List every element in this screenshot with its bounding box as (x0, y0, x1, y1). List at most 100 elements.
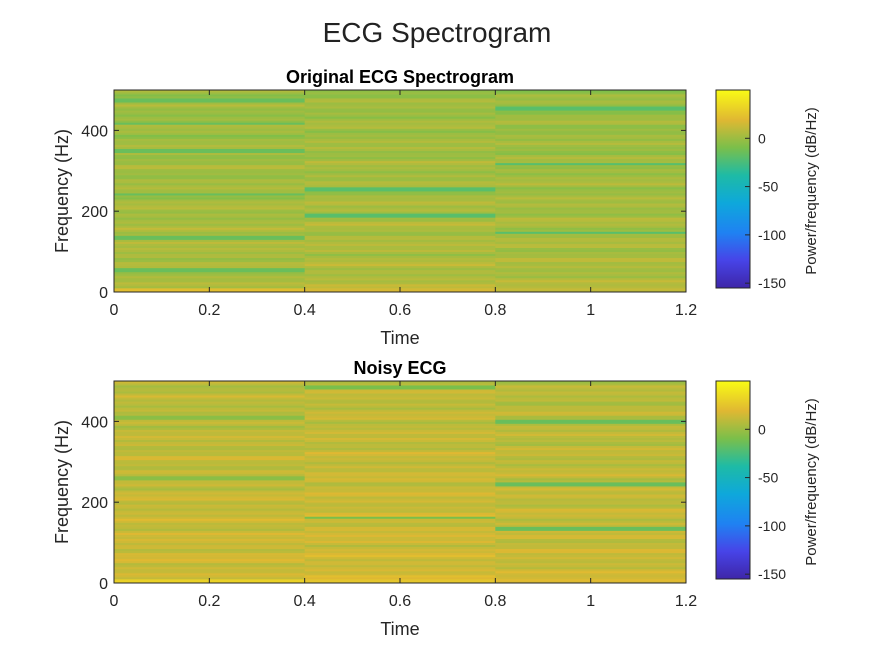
spectrogram-cell (114, 205, 306, 208)
x-tick-label: 1 (586, 593, 595, 610)
spectrogram-cell (495, 534, 687, 537)
spectrogram-cell (495, 219, 687, 222)
spectrogram-cell (114, 469, 306, 473)
spectrogram-cell (304, 257, 496, 261)
spectrogram-cell (304, 162, 496, 166)
spectrogram-cell (304, 275, 496, 279)
spectrogram-cell (304, 164, 496, 168)
spectrogram-cell (114, 229, 306, 232)
spectrogram-cell (495, 197, 687, 200)
y-tick-label: 0 (99, 576, 108, 593)
spectrogram-cell (114, 423, 306, 426)
spectrogram-cell (114, 492, 306, 495)
spectrogram-cell (304, 411, 496, 414)
spectrogram-cell (495, 178, 687, 182)
spectrogram-cell (304, 114, 496, 117)
spectrogram-cell (114, 176, 306, 180)
spectrogram-cell (495, 182, 687, 186)
spectrogram-cell (304, 122, 496, 125)
spectrogram-cell (304, 439, 496, 442)
colorbar-gradient (715, 89, 751, 289)
spectrogram-cell (304, 526, 496, 529)
spectrogram-cell (495, 397, 687, 400)
spectrogram-cell (304, 532, 496, 535)
spectrogram-cell (304, 427, 496, 430)
spectrogram-cell (114, 211, 306, 214)
spectrogram-cell (495, 548, 687, 552)
colorbar-tick-label: 0 (758, 421, 766, 437)
spectrogram-cell (114, 526, 306, 529)
spectrogram-cell (304, 150, 496, 154)
spectrogram-cell (304, 209, 496, 212)
spectrogram-cell (495, 253, 687, 257)
spectrogram-cell (114, 391, 306, 394)
spectrogram-cell (304, 142, 496, 145)
spectrogram-cell (304, 417, 496, 420)
spectrogram-cell (495, 482, 687, 485)
spectrogram-cell (304, 215, 496, 218)
spectrogram-cell (114, 395, 306, 398)
axes-title: Noisy ECG (353, 358, 446, 378)
spectrogram-cell (495, 524, 687, 527)
spectrogram-cell (495, 385, 687, 388)
spectrogram-cell (495, 128, 687, 131)
spectrogram-cell (304, 259, 496, 263)
spectrogram-cell (114, 433, 306, 436)
spectrogram-cell (114, 255, 306, 259)
y-tick-label: 200 (81, 495, 108, 512)
spectrogram-cell (304, 253, 496, 257)
spectrogram-cell (495, 112, 687, 115)
spectrogram-cell (114, 201, 306, 204)
spectrogram-cell (114, 207, 306, 210)
spectrogram-cell (495, 479, 687, 483)
spectrogram-cell (304, 166, 496, 170)
spectrogram-cell (114, 463, 306, 467)
spectrogram-cell (114, 548, 306, 552)
spectrogram-cell (114, 182, 306, 186)
spectrogram-cell (495, 494, 687, 497)
spectrogram-cell (495, 96, 687, 99)
spectrogram-cell (304, 393, 496, 396)
y-axis-label: Frequency (Hz) (52, 420, 72, 544)
spectrogram-cell (114, 217, 306, 220)
spectrogram-cell (304, 186, 496, 190)
spectrogram-cell (304, 433, 496, 436)
spectrogram-cell (304, 572, 496, 576)
spectrogram-cell (304, 158, 496, 162)
spectrogram-cell (304, 522, 496, 525)
spectrogram-cell (495, 281, 687, 285)
spectrogram-cell (495, 122, 687, 125)
spectrogram-cell (495, 471, 687, 475)
spectrogram-cell (114, 233, 306, 236)
spectrogram-cell (114, 138, 306, 141)
spectrogram-cell (304, 233, 496, 236)
spectrogram-cell (495, 435, 687, 438)
spectrogram-cell (495, 387, 687, 390)
spectrogram-cell (304, 558, 496, 562)
spectrogram-cell (304, 453, 496, 457)
x-tick-label: 0.8 (484, 593, 506, 610)
spectrogram-cell (304, 174, 496, 178)
x-tick-label: 1.2 (675, 593, 697, 610)
colorbar: 0 -50 -100 -150 Power/frequency (dB/Hz) (715, 89, 820, 291)
spectrogram-cell (495, 249, 687, 252)
colorbar-tick-label: -100 (758, 227, 786, 243)
spectrogram-cell (495, 425, 687, 428)
y-tick-label: 200 (81, 204, 108, 221)
spectrogram-cell (304, 225, 496, 228)
spectrogram-cell (495, 389, 687, 392)
spectrogram-cell (304, 199, 496, 202)
spectrogram-cell (114, 279, 306, 283)
spectrogram-cell (304, 449, 496, 453)
spectrogram-cell (304, 277, 496, 281)
spectrogram-cell (114, 140, 306, 143)
spectrogram-cell (114, 114, 306, 117)
spectrogram-cell (495, 542, 687, 546)
spectrogram-cell (495, 239, 687, 242)
spectrogram-cell (495, 401, 687, 404)
spectrogram-cell (495, 201, 687, 204)
spectrogram-cell (114, 154, 306, 158)
spectrogram-cell (495, 229, 687, 232)
spectrogram-cell (114, 209, 306, 212)
spectrogram-cell (495, 560, 687, 564)
